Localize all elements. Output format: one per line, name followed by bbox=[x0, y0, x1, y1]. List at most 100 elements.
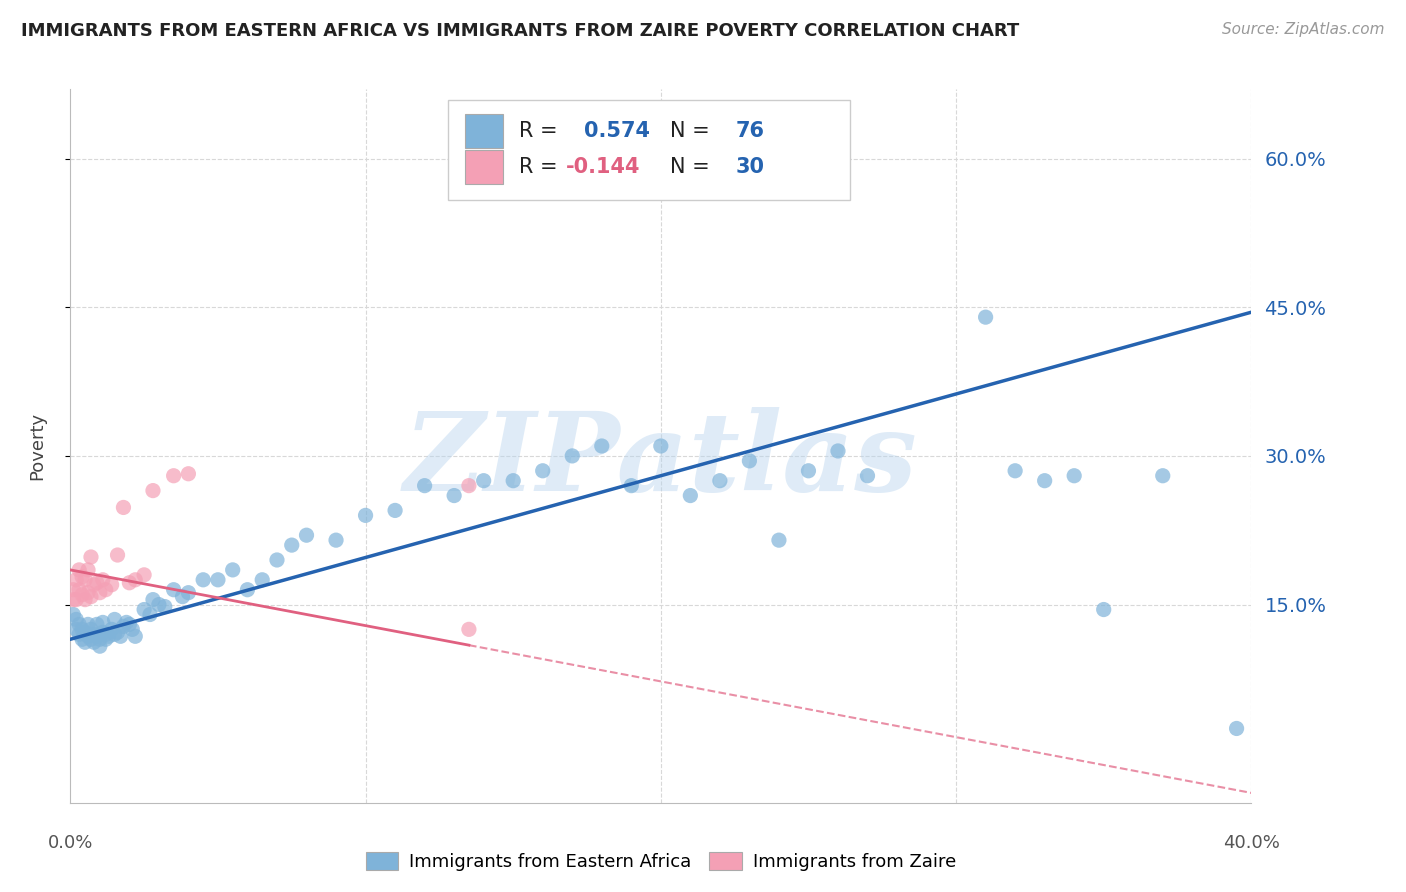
Point bbox=[236, 582, 259, 597]
Point bbox=[80, 549, 103, 564]
Point bbox=[89, 585, 111, 599]
Point bbox=[80, 623, 103, 637]
Point bbox=[207, 573, 229, 587]
Point bbox=[458, 623, 481, 637]
Point bbox=[856, 468, 879, 483]
Point bbox=[67, 627, 90, 641]
Point bbox=[70, 588, 93, 602]
Point bbox=[77, 585, 100, 599]
Point bbox=[153, 599, 176, 614]
Point bbox=[83, 635, 105, 649]
Point bbox=[62, 607, 84, 622]
Point bbox=[142, 483, 165, 498]
Point bbox=[65, 573, 87, 587]
Point bbox=[531, 464, 554, 478]
Point bbox=[94, 627, 117, 641]
Text: IMMIGRANTS FROM EASTERN AFRICA VS IMMIGRANTS FROM ZAIRE POVERTY CORRELATION CHAR: IMMIGRANTS FROM EASTERN AFRICA VS IMMIGR… bbox=[21, 22, 1019, 40]
Point bbox=[709, 474, 731, 488]
Point bbox=[1226, 722, 1249, 736]
Point bbox=[91, 625, 114, 640]
Point bbox=[65, 612, 87, 626]
Point bbox=[827, 444, 849, 458]
Point bbox=[163, 582, 186, 597]
Point bbox=[650, 439, 672, 453]
Point bbox=[354, 508, 377, 523]
Point bbox=[110, 629, 132, 643]
Point bbox=[80, 632, 103, 647]
Point bbox=[266, 553, 288, 567]
Point bbox=[1033, 474, 1056, 488]
Point bbox=[295, 528, 318, 542]
Point bbox=[100, 623, 122, 637]
Bar bbox=[465, 114, 502, 148]
Point bbox=[86, 629, 108, 643]
Text: N =: N = bbox=[671, 157, 717, 177]
Text: N =: N = bbox=[671, 121, 717, 141]
Point bbox=[107, 625, 129, 640]
Point bbox=[115, 615, 138, 630]
Text: R =: R = bbox=[519, 121, 564, 141]
Point bbox=[77, 617, 100, 632]
Point bbox=[83, 578, 105, 592]
Point bbox=[89, 639, 111, 653]
Point bbox=[191, 573, 214, 587]
Point bbox=[738, 454, 761, 468]
Point bbox=[472, 474, 495, 488]
Point bbox=[104, 612, 127, 626]
Point bbox=[104, 627, 127, 641]
Point bbox=[67, 617, 90, 632]
Point bbox=[94, 582, 117, 597]
Point bbox=[281, 538, 304, 552]
Text: 0.0%: 0.0% bbox=[48, 834, 93, 852]
Point bbox=[502, 474, 524, 488]
Point bbox=[163, 468, 186, 483]
Point bbox=[974, 310, 997, 325]
Point bbox=[177, 585, 200, 599]
Point bbox=[413, 478, 436, 492]
Text: 0.574: 0.574 bbox=[583, 121, 650, 141]
Point bbox=[132, 567, 156, 582]
Point bbox=[62, 592, 84, 607]
Point bbox=[107, 548, 129, 562]
Point bbox=[177, 467, 200, 481]
Point bbox=[118, 575, 141, 590]
Point bbox=[75, 573, 96, 587]
Point bbox=[222, 563, 245, 577]
Text: Source: ZipAtlas.com: Source: ZipAtlas.com bbox=[1222, 22, 1385, 37]
Point bbox=[75, 625, 96, 640]
Point bbox=[139, 607, 162, 622]
Point bbox=[112, 619, 135, 633]
Point bbox=[94, 632, 117, 647]
Text: 76: 76 bbox=[735, 121, 765, 141]
Point bbox=[65, 623, 87, 637]
Point bbox=[70, 632, 93, 647]
Point bbox=[325, 533, 347, 548]
Point bbox=[91, 615, 114, 630]
Point bbox=[83, 627, 105, 641]
Text: 40.0%: 40.0% bbox=[1223, 834, 1279, 852]
Text: ZIPatlas: ZIPatlas bbox=[404, 407, 918, 514]
Point bbox=[65, 592, 87, 607]
Point bbox=[148, 598, 170, 612]
Bar bbox=[465, 150, 502, 184]
Point bbox=[458, 478, 481, 492]
Point bbox=[1004, 464, 1026, 478]
Text: -0.144: -0.144 bbox=[567, 157, 641, 177]
Point bbox=[86, 575, 108, 590]
Y-axis label: Poverty: Poverty bbox=[28, 412, 46, 480]
FancyBboxPatch shape bbox=[449, 100, 849, 200]
Point bbox=[75, 592, 96, 607]
Point bbox=[77, 563, 100, 577]
Point bbox=[75, 635, 96, 649]
Point bbox=[67, 563, 90, 577]
Point bbox=[561, 449, 583, 463]
Point bbox=[1063, 468, 1085, 483]
Point bbox=[121, 623, 143, 637]
Point bbox=[91, 573, 114, 587]
Point bbox=[118, 617, 141, 632]
Point bbox=[142, 592, 165, 607]
Point bbox=[62, 582, 84, 597]
Point bbox=[443, 489, 465, 503]
Point bbox=[80, 590, 103, 604]
Text: R =: R = bbox=[519, 157, 564, 177]
